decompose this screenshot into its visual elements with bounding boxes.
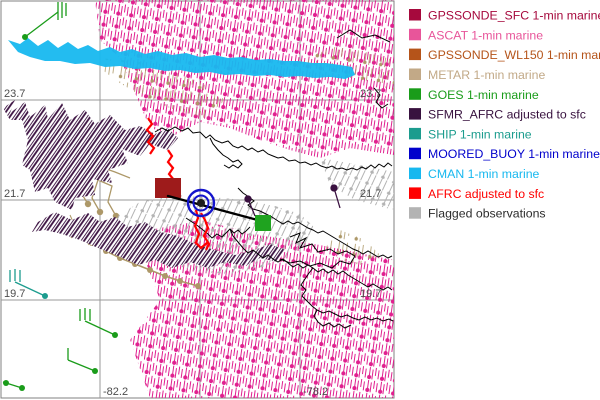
svg-text:Flagged observations: Flagged observations xyxy=(428,207,546,221)
svg-text:GPSSONDE_SFC 1-min marine: GPSSONDE_SFC 1-min marine xyxy=(428,9,600,23)
svg-text:GOES 1-min marine: GOES 1-min marine xyxy=(428,88,539,102)
svg-text:GPSSONDE_WL150 1-min mar: GPSSONDE_WL150 1-min mar xyxy=(428,48,600,62)
svg-text:METAR 1-min marine: METAR 1-min marine xyxy=(428,68,545,82)
svg-text:ASCAT 1-min marine: ASCAT 1-min marine xyxy=(428,28,543,42)
svg-text:AFRC adjusted to sfc: AFRC adjusted to sfc xyxy=(428,187,544,201)
svg-text:SHIP 1-min marine: SHIP 1-min marine xyxy=(428,127,532,141)
svg-text:CMAN 1-min marine: CMAN 1-min marine xyxy=(428,167,540,181)
svg-text:SFMR_AFRC adjusted to sfc: SFMR_AFRC adjusted to sfc xyxy=(428,108,586,122)
svg-text:MOORED_BUOY 1-min marine: MOORED_BUOY 1-min marine xyxy=(428,147,600,161)
